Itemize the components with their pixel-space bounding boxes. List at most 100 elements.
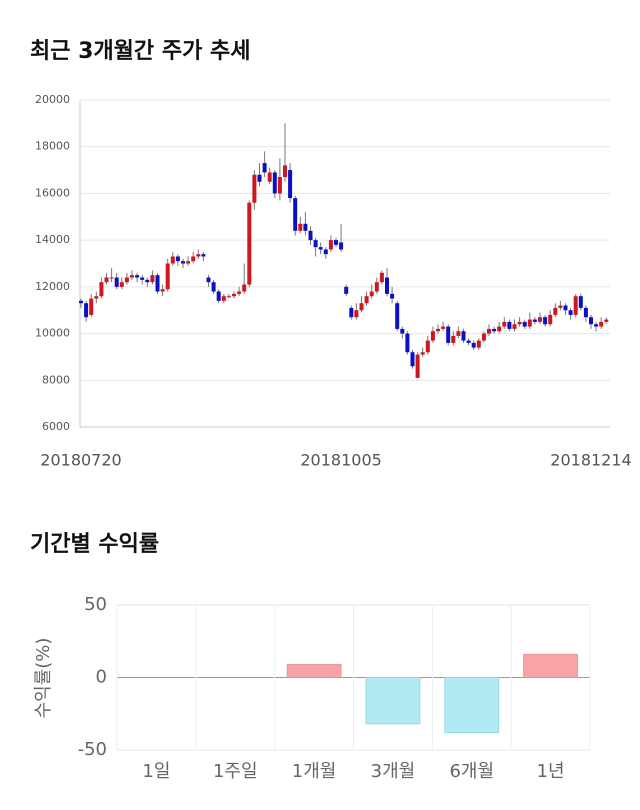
- candle-body: [522, 321, 527, 327]
- candle-body: [247, 202, 252, 285]
- candle-body: [318, 247, 323, 250]
- candle-body: [155, 275, 160, 292]
- candle-body: [374, 282, 379, 292]
- candle-body: [226, 296, 231, 298]
- bar: [365, 677, 421, 725]
- candle-body: [349, 307, 354, 318]
- y-tick-label: 10000: [35, 327, 70, 340]
- x-tick-label: 1주일: [213, 761, 258, 782]
- candle-body: [160, 289, 165, 292]
- candle-body: [471, 342, 476, 348]
- candle-body: [461, 331, 466, 341]
- candle-body: [512, 324, 517, 329]
- candle-body: [267, 172, 272, 182]
- candle-body: [425, 340, 430, 353]
- x-tick-label: 1일: [142, 761, 170, 782]
- candle-body: [507, 321, 512, 329]
- candle-body: [313, 240, 318, 248]
- bar: [444, 677, 500, 733]
- y-axis-label: 수익률(%): [33, 638, 54, 719]
- candle-body: [400, 328, 405, 334]
- candle-body: [436, 328, 440, 332]
- candle-body: [328, 240, 333, 250]
- candle-body: [262, 163, 267, 173]
- candle-body: [277, 177, 282, 194]
- candle-body: [89, 298, 94, 315]
- y-tick-label: 50: [84, 594, 107, 615]
- candle-body: [553, 307, 558, 315]
- candle-body: [339, 242, 344, 250]
- bar: [286, 664, 342, 678]
- candle-body: [252, 174, 257, 203]
- candle-body: [216, 291, 221, 301]
- candle-body: [99, 282, 104, 297]
- candle-body: [170, 256, 175, 264]
- candle-body: [257, 174, 262, 182]
- x-tick-label: 20181214: [550, 451, 631, 470]
- candle-body: [232, 293, 236, 297]
- candle-body: [175, 256, 180, 262]
- candle-body: [573, 296, 578, 315]
- candle-body: [109, 277, 114, 279]
- candle-body: [456, 331, 461, 336]
- candle-body: [201, 254, 206, 257]
- x-tick-label: 20181005: [300, 451, 381, 470]
- candle-body: [548, 314, 553, 325]
- candle-body: [538, 317, 542, 322]
- candle-body: [558, 305, 563, 308]
- x-tick-label: 1년: [537, 761, 565, 782]
- candle-body: [476, 340, 481, 348]
- chart-title: 최근 3개월간 주가 추세: [30, 39, 250, 64]
- candle-body: [364, 296, 369, 304]
- candle-body: [497, 326, 502, 332]
- candle-body: [492, 328, 497, 332]
- candle-body: [344, 286, 349, 294]
- candle-body: [369, 291, 374, 297]
- candle-body: [119, 282, 124, 287]
- candle-body: [446, 326, 451, 343]
- candle-body: [150, 275, 155, 283]
- y-tick-label: -50: [78, 739, 107, 760]
- candle-body: [272, 172, 277, 194]
- x-tick-label: 20180720: [40, 451, 121, 470]
- candle-body: [242, 284, 247, 292]
- candle-body: [237, 291, 242, 294]
- candle-body: [599, 321, 604, 327]
- y-tick-label: 16000: [35, 186, 70, 199]
- candle-body: [451, 335, 456, 343]
- chart-title: 기간별 수익률: [30, 532, 159, 557]
- candle-body: [379, 272, 384, 283]
- candle-body: [395, 303, 400, 329]
- candle-body: [323, 249, 328, 255]
- candle-body: [206, 277, 211, 283]
- candle-body: [441, 326, 446, 329]
- y-tick-label: 20000: [35, 93, 70, 106]
- candle-body: [191, 256, 196, 262]
- candle-body: [589, 317, 593, 325]
- candle-body: [293, 198, 298, 231]
- candle-body: [532, 319, 537, 322]
- y-tick-label: 14000: [35, 233, 70, 246]
- x-tick-label: 3개월: [371, 761, 416, 782]
- candle-body: [385, 277, 389, 294]
- candle-body: [94, 296, 99, 299]
- candle-body: [283, 165, 287, 178]
- candle-body: [487, 328, 491, 334]
- candle-body: [221, 296, 226, 301]
- candle-body: [578, 296, 583, 308]
- candle-body: [114, 277, 119, 287]
- candle-body: [288, 170, 293, 199]
- bar: [523, 653, 578, 678]
- candle-body: [104, 277, 109, 283]
- candle-body: [140, 277, 145, 280]
- candle-body: [181, 261, 185, 264]
- candle-body: [527, 319, 532, 327]
- candle-body: [430, 331, 435, 341]
- candle-body: [165, 263, 170, 290]
- candle-body: [186, 261, 191, 264]
- candle-body: [130, 275, 134, 278]
- candle-body: [583, 307, 588, 318]
- candle-body: [420, 352, 425, 355]
- y-tick-label: 0: [96, 667, 107, 688]
